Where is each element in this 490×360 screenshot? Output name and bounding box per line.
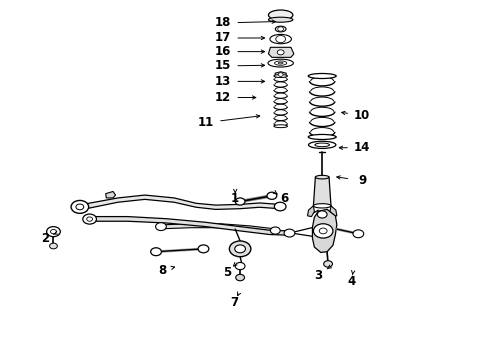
Ellipse shape (309, 141, 336, 148)
Polygon shape (272, 15, 277, 20)
Circle shape (270, 227, 280, 234)
Text: 14: 14 (354, 141, 370, 154)
Circle shape (277, 50, 284, 55)
Text: 17: 17 (215, 31, 231, 45)
Circle shape (229, 241, 251, 257)
Circle shape (49, 243, 57, 249)
Circle shape (319, 228, 327, 234)
Text: 8: 8 (158, 264, 166, 277)
Text: 13: 13 (215, 75, 231, 88)
Circle shape (50, 229, 56, 234)
Ellipse shape (268, 59, 294, 67)
Polygon shape (330, 206, 337, 217)
Ellipse shape (269, 10, 293, 20)
Circle shape (156, 223, 166, 230)
Circle shape (83, 214, 97, 224)
Text: 16: 16 (215, 45, 231, 58)
Ellipse shape (274, 61, 287, 65)
Ellipse shape (278, 62, 283, 64)
Text: 3: 3 (314, 269, 322, 282)
Polygon shape (162, 224, 274, 232)
Polygon shape (269, 47, 294, 57)
Text: 15: 15 (215, 59, 231, 72)
Polygon shape (314, 177, 331, 206)
Circle shape (71, 201, 89, 213)
Text: 6: 6 (280, 192, 288, 205)
Circle shape (198, 245, 209, 253)
Ellipse shape (315, 143, 330, 147)
Circle shape (353, 230, 364, 238)
Text: 2: 2 (42, 231, 49, 244)
Circle shape (267, 192, 277, 199)
Ellipse shape (274, 75, 288, 77)
Text: 11: 11 (198, 116, 214, 129)
Circle shape (278, 27, 284, 31)
Polygon shape (83, 195, 279, 210)
Circle shape (76, 204, 84, 210)
Polygon shape (275, 72, 286, 77)
Text: 9: 9 (358, 174, 367, 187)
Text: 4: 4 (347, 275, 356, 288)
Circle shape (314, 224, 333, 238)
Text: 10: 10 (354, 109, 370, 122)
Circle shape (235, 198, 245, 205)
Circle shape (324, 261, 332, 267)
Text: 5: 5 (223, 266, 231, 279)
Circle shape (47, 226, 60, 237)
Ellipse shape (308, 134, 336, 139)
Text: 12: 12 (215, 91, 231, 104)
Circle shape (276, 36, 286, 42)
Ellipse shape (270, 35, 292, 44)
Circle shape (151, 248, 161, 256)
Ellipse shape (269, 17, 293, 22)
Circle shape (278, 73, 283, 76)
Text: 18: 18 (215, 17, 231, 30)
Text: 1: 1 (231, 192, 239, 205)
Circle shape (87, 217, 93, 221)
Circle shape (318, 211, 327, 218)
Ellipse shape (275, 26, 286, 32)
Polygon shape (313, 210, 337, 252)
Circle shape (236, 274, 245, 281)
Polygon shape (308, 206, 315, 217)
Ellipse shape (308, 73, 336, 78)
Circle shape (235, 262, 245, 270)
Ellipse shape (316, 175, 329, 179)
Text: 7: 7 (230, 296, 238, 309)
Polygon shape (91, 217, 289, 235)
Circle shape (235, 245, 245, 253)
Circle shape (284, 229, 295, 237)
Circle shape (274, 202, 286, 211)
Polygon shape (106, 192, 116, 198)
Ellipse shape (314, 204, 331, 208)
Ellipse shape (274, 125, 288, 128)
